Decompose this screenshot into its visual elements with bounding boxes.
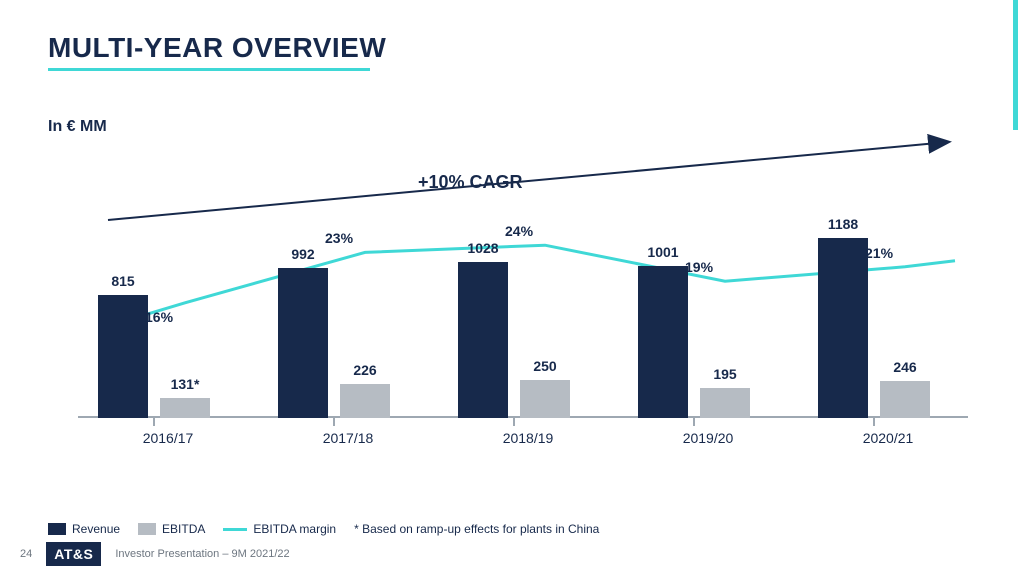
revenue-value-label: 992 bbox=[278, 246, 328, 262]
swatch-ebitda bbox=[138, 523, 156, 535]
ebitda-value-label: 250 bbox=[520, 358, 570, 374]
revenue-value-label: 1188 bbox=[818, 216, 868, 232]
accent-bar bbox=[1013, 0, 1018, 130]
margin-value-label: 21% bbox=[865, 245, 893, 261]
category-label: 2016/17 bbox=[98, 430, 238, 446]
legend-revenue-label: Revenue bbox=[72, 522, 120, 536]
revenue-bar bbox=[98, 295, 148, 418]
legend: Revenue EBITDA EBITDA margin * Based on … bbox=[48, 522, 599, 536]
page-number: 24 bbox=[20, 548, 32, 560]
revenue-value-label: 815 bbox=[98, 273, 148, 289]
category-label: 2019/20 bbox=[638, 430, 778, 446]
category-label: 2018/19 bbox=[458, 430, 598, 446]
ebitda-bar bbox=[160, 398, 210, 418]
swatch-margin bbox=[223, 528, 247, 531]
swatch-revenue bbox=[48, 523, 66, 535]
x-tick bbox=[693, 418, 695, 426]
ebitda-bar bbox=[520, 380, 570, 418]
margin-value-label: 23% bbox=[325, 230, 353, 246]
footnote-text: * Based on ramp-up effects for plants in… bbox=[354, 522, 599, 536]
category-label: 2017/18 bbox=[278, 430, 418, 446]
margin-value-label: 19% bbox=[685, 259, 713, 275]
margin-value-label: 16% bbox=[145, 309, 173, 325]
revenue-value-label: 1001 bbox=[638, 244, 688, 260]
ebitda-value-label: 246 bbox=[880, 359, 930, 375]
revenue-bar bbox=[818, 238, 868, 418]
legend-ebitda: EBITDA bbox=[138, 522, 205, 536]
ebitda-value-label: 195 bbox=[700, 366, 750, 382]
company-logo: AT&S bbox=[46, 542, 101, 566]
title-underline bbox=[48, 68, 370, 71]
legend-footnote: * Based on ramp-up effects for plants in… bbox=[354, 522, 599, 536]
legend-margin: EBITDA margin bbox=[223, 522, 336, 536]
footer-text: Investor Presentation – 9M 2021/22 bbox=[115, 548, 289, 560]
footer: 24 AT&S Investor Presentation – 9M 2021/… bbox=[20, 542, 290, 566]
x-tick bbox=[333, 418, 335, 426]
revenue-bar bbox=[278, 268, 328, 418]
ebitda-value-label: 226 bbox=[340, 362, 390, 378]
chart-area: +10% CAGR 815 131* 2016/17 16% 992 226 2017/18… bbox=[48, 130, 968, 460]
ebitda-bar bbox=[340, 384, 390, 418]
revenue-bar bbox=[638, 266, 688, 418]
legend-revenue: Revenue bbox=[48, 522, 120, 536]
x-tick bbox=[153, 418, 155, 426]
legend-margin-label: EBITDA margin bbox=[253, 522, 336, 536]
ebitda-value-label: 131* bbox=[160, 376, 210, 392]
legend-ebitda-label: EBITDA bbox=[162, 522, 205, 536]
x-tick bbox=[873, 418, 875, 426]
page-title: MULTI-YEAR OVERVIEW bbox=[48, 32, 386, 64]
revenue-bar bbox=[458, 262, 508, 418]
ebitda-bar bbox=[880, 381, 930, 418]
cagr-label: +10% CAGR bbox=[418, 172, 523, 193]
margin-value-label: 24% bbox=[505, 223, 533, 239]
ebitda-bar bbox=[700, 388, 750, 418]
x-tick bbox=[513, 418, 515, 426]
category-label: 2020/21 bbox=[818, 430, 958, 446]
revenue-value-label: 1028 bbox=[458, 240, 508, 256]
